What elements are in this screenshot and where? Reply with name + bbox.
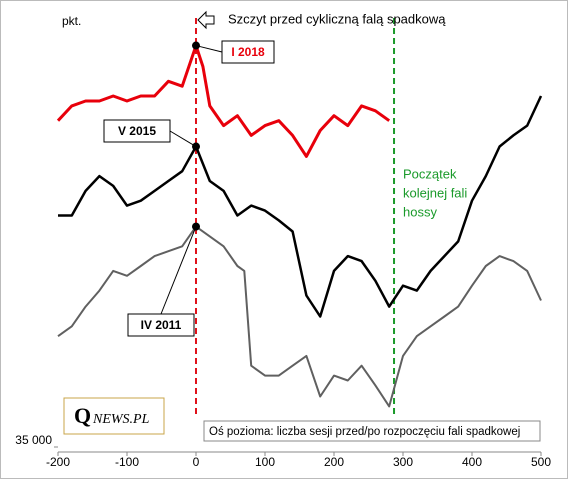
x-tick-label: 400 (462, 455, 482, 469)
note-box (203, 420, 541, 442)
x-tick-label: 500 (531, 455, 551, 469)
legend-label: I 2018 (231, 45, 265, 59)
peak-note: Szczyt przed cykliczną falą spadkową (228, 11, 446, 26)
callout (195, 45, 223, 53)
x-tick-label: -200 (46, 455, 70, 469)
start-note: hossy (403, 204, 437, 219)
series-line (57, 225, 542, 408)
x-tick-label: 200 (324, 455, 344, 469)
start-note: Początek (403, 166, 457, 181)
legend-label: V 2015 (118, 124, 156, 138)
series-line (56, 44, 391, 158)
callout (160, 226, 197, 315)
peak-dot (192, 222, 200, 231)
legend-label: IV 2011 (141, 318, 182, 332)
y-label: pkt. (62, 14, 81, 28)
logo-initial: Q (74, 403, 91, 428)
y-tick-label: 35 000 (15, 433, 52, 447)
arrow-icon (197, 10, 215, 30)
series-line (58, 95, 543, 318)
x-tick-label: 0 (193, 455, 200, 469)
start-note: kolejnej fali (403, 185, 467, 200)
peak-dot (192, 142, 200, 151)
logo-rest: NEWS.PL (92, 412, 150, 427)
label-box (127, 313, 195, 337)
x-axis-note: Oś pozioma: liczba sesji przed/po rozpoc… (209, 426, 520, 438)
x-tick-label: -100 (115, 455, 139, 469)
label-box (221, 40, 275, 64)
peak-dot (192, 41, 200, 50)
label-box (103, 119, 171, 143)
callout (169, 130, 197, 147)
x-tick-label: 300 (393, 455, 413, 469)
logo-box (63, 397, 165, 435)
x-tick-label: 100 (255, 455, 275, 469)
